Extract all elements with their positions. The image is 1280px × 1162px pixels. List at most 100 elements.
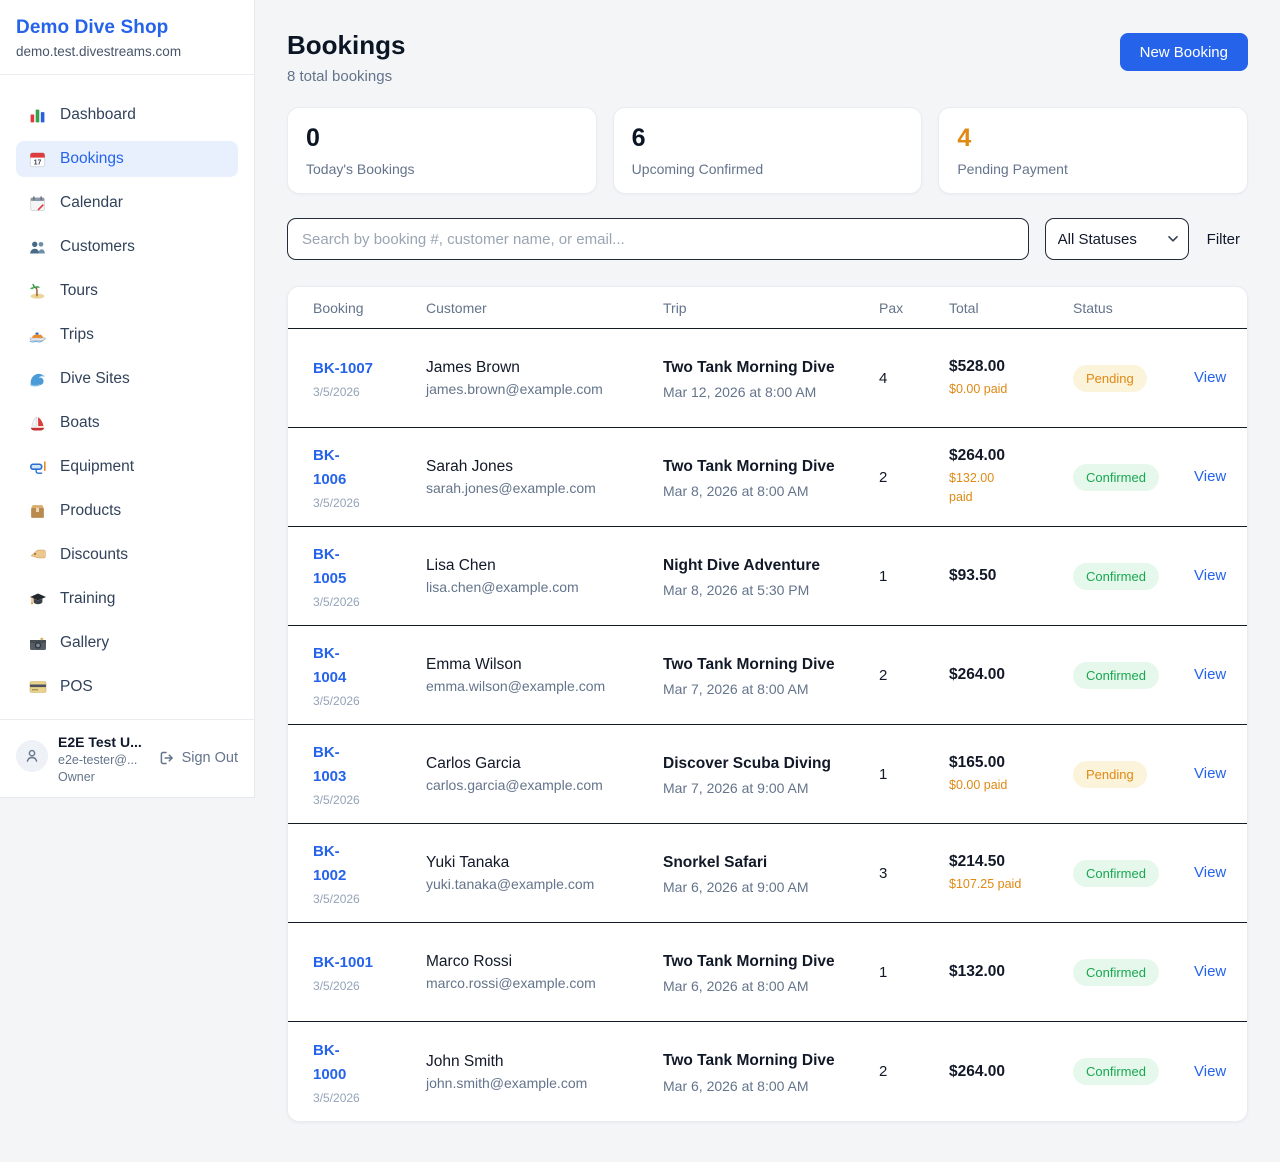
view-link[interactable]: View — [1194, 666, 1227, 683]
booking-cell: BK- 1005 3/5/2026 — [313, 543, 426, 609]
bookings-table: Booking Customer Trip Pax Total Status BK-100… — [287, 286, 1248, 1122]
trip-cell: Two Tank Morning Dive Mar 6, 2026 at 8:00… — [663, 950, 879, 994]
sidebar-item-calendar[interactable]: Calendar — [16, 185, 238, 221]
sidebar-item-label: Bookings — [60, 150, 124, 167]
booking-number-link[interactable]: BK- 1005 — [313, 546, 347, 587]
trip-datetime: Mar 6, 2026 at 8:00 AM — [663, 1077, 809, 1094]
trip-name: Snorkel Safari — [663, 853, 768, 871]
pax-value: 1 — [879, 765, 888, 783]
view-link[interactable]: View — [1194, 468, 1227, 485]
search-input[interactable] — [287, 218, 1029, 260]
sidebar-item-discounts[interactable]: Discounts — [16, 537, 238, 573]
sidebar-item-boats[interactable]: Boats — [16, 405, 238, 441]
column-header-total: Total — [949, 299, 979, 316]
trip-cell: Night Dive Adventure Mar 8, 2026 at 5:30 … — [663, 554, 879, 598]
customer-cell: Marco Rossi marco.rossi@example.com — [426, 953, 663, 991]
sidebar-item-label: Dashboard — [60, 106, 136, 123]
paid-amount: $0.00 paid — [949, 381, 1008, 396]
total-amount: $165.00 — [949, 753, 1006, 771]
trip-datetime: Mar 12, 2026 at 8:00 AM — [663, 384, 817, 400]
camera-icon — [28, 634, 47, 652]
filter-bar: All Statuses Filter — [287, 218, 1248, 260]
total-amount: $264.00 — [949, 447, 1006, 465]
booking-number-link[interactable]: BK- 1006 — [313, 447, 347, 488]
paid-amount: $107.25 paid — [949, 876, 1022, 891]
view-cell: View — [1194, 765, 1235, 783]
view-link[interactable]: View — [1194, 765, 1227, 782]
sidebar-item-label: Boats — [60, 414, 100, 431]
trip-cell: Two Tank Morning Dive Mar 6, 2026 at 8:00… — [663, 1049, 879, 1093]
view-link[interactable]: View — [1194, 864, 1227, 881]
status-cell: Confirmed — [1073, 1058, 1194, 1085]
sidebar-item-label: Products — [60, 502, 122, 519]
sidebar-item-bookings[interactable]: 17 Bookings — [16, 141, 238, 177]
trip-cell: Two Tank Morning Dive Mar 7, 2026 at 8:00… — [663, 653, 879, 697]
stat-card-upcoming-confirmed: 6 Upcoming Confirmed — [612, 107, 923, 194]
trip-name: Two Tank Morning Dive — [663, 457, 835, 475]
table-row: BK- 1006 3/5/2026 Sarah Jones sarah.jones@e… — [288, 428, 1247, 527]
trip-name: Two Tank Morning Dive — [663, 1052, 835, 1070]
sidebar-item-tours[interactable]: Tours — [16, 273, 238, 309]
sidebar-item-label: Trips — [60, 326, 94, 343]
column-header-customer: Customer — [426, 299, 487, 316]
new-booking-button[interactable]: New Booking — [1119, 33, 1248, 71]
customer-name: John Smith — [426, 1052, 504, 1070]
booking-number-link[interactable]: BK-1001 — [313, 954, 374, 971]
customer-cell: Sarah Jones sarah.jones@example.com — [426, 458, 663, 496]
stat-label: Upcoming Confirmed — [631, 161, 764, 177]
customer-email: sarah.jones@example.com — [426, 480, 596, 496]
total-cell: $214.50 $107.25 paid — [949, 853, 1073, 894]
view-link[interactable]: View — [1194, 369, 1227, 386]
filter-label: Filter — [1206, 230, 1240, 248]
view-link[interactable]: View — [1194, 1062, 1227, 1080]
booking-date: 3/5/2026 — [313, 793, 360, 807]
total-cell: $264.00 — [949, 666, 1073, 684]
wave-icon — [28, 370, 47, 388]
trip-cell: Two Tank Morning Dive Mar 8, 2026 at 8:00… — [663, 455, 879, 499]
booking-number-link[interactable]: BK-1007 — [313, 360, 374, 377]
booking-cell: BK- 1000 3/5/2026 — [313, 1039, 426, 1105]
view-link[interactable]: View — [1194, 963, 1227, 980]
sidebar-item-training[interactable]: Training — [16, 581, 238, 617]
total-cell: $93.50 — [949, 567, 1073, 585]
sidebar-item-label: Customers — [60, 238, 135, 255]
sidebar-item-label: Training — [60, 590, 116, 607]
trip-name: Two Tank Morning Dive — [663, 358, 835, 376]
sign-out-button[interactable]: Sign Out — [159, 750, 238, 766]
column-header-booking: Booking — [313, 299, 364, 316]
sidebar-item-equipment[interactable]: Equipment — [16, 449, 238, 485]
sidebar-item-pos[interactable]: POS — [16, 669, 238, 705]
sidebar-user-section: E2E Test U... e2e-tester@... Owner Sign … — [0, 719, 254, 798]
table-header-row: Booking Customer Trip Pax Total Status — [288, 287, 1247, 329]
pax-value: 1 — [879, 567, 888, 585]
customer-cell: Lisa Chen lisa.chen@example.com — [426, 557, 663, 595]
avatar — [16, 740, 48, 772]
pax-value: 1 — [879, 963, 888, 981]
sidebar-item-customers[interactable]: Customers — [16, 229, 238, 265]
view-link[interactable]: View — [1194, 567, 1227, 584]
status-badge: Pending — [1073, 364, 1147, 392]
booking-number-link[interactable]: BK- 1000 — [313, 1041, 347, 1083]
booking-cell: BK- 1006 3/5/2026 — [313, 444, 426, 510]
customer-name: Carlos Garcia — [426, 755, 521, 772]
sidebar-item-trips[interactable]: Trips — [16, 317, 238, 353]
status-badge: Confirmed — [1073, 859, 1159, 887]
sidebar-item-label: POS — [60, 678, 93, 695]
booking-date: 3/5/2026 — [313, 979, 360, 993]
booking-date: 3/5/2026 — [313, 1090, 360, 1105]
sidebar-item-dive-sites[interactable]: Dive Sites — [16, 361, 238, 397]
trip-datetime: Mar 6, 2026 at 8:00 AM — [663, 978, 809, 994]
booking-number-link[interactable]: BK- 1003 — [313, 744, 347, 785]
stat-value: 6 — [631, 124, 646, 152]
trip-datetime: Mar 8, 2026 at 8:00 AM — [663, 483, 809, 499]
status-filter-select[interactable]: All Statuses — [1044, 218, 1189, 260]
table-row: BK- 1005 3/5/2026 Lisa Chen lisa.chen@examp… — [288, 527, 1247, 626]
shop-name[interactable]: Demo Dive Shop — [16, 17, 169, 38]
customer-email: john.smith@example.com — [426, 1074, 588, 1091]
sidebar-item-dashboard[interactable]: Dashboard — [16, 97, 238, 133]
booking-number-link[interactable]: BK- 1004 — [313, 645, 347, 686]
sidebar-item-products[interactable]: Products — [16, 493, 238, 529]
booking-number-link[interactable]: BK- 1002 — [313, 843, 347, 884]
sidebar-item-gallery[interactable]: Gallery — [16, 625, 238, 661]
trip-datetime: Mar 8, 2026 at 5:30 PM — [663, 582, 810, 598]
